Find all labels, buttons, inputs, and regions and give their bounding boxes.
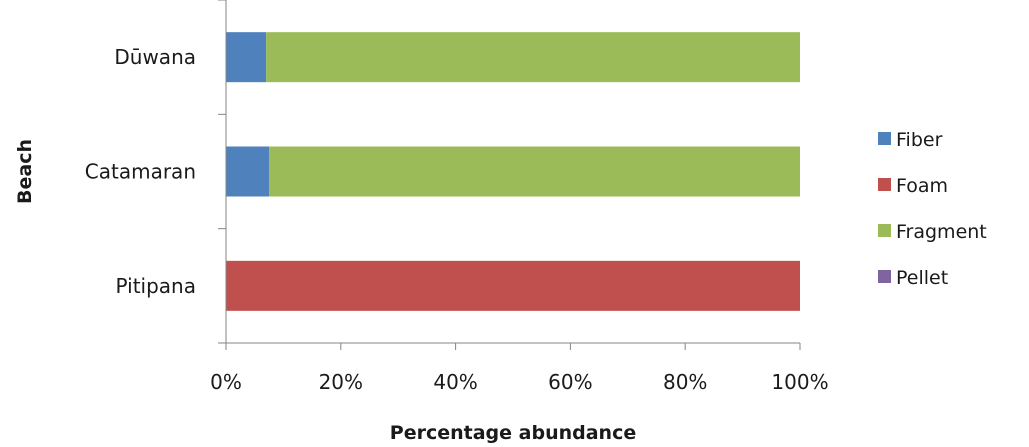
y-axis-title: Beach	[14, 139, 36, 204]
legend-swatch-fiber	[878, 132, 891, 145]
bar-segment-fiber-1	[226, 146, 270, 197]
bar-segment-fragment-0	[266, 32, 800, 83]
category-label: Pitipana	[116, 274, 196, 298]
x-tick-label: 60%	[548, 370, 592, 394]
legend-swatch-fragment	[878, 224, 891, 237]
x-tick-label: 100%	[771, 370, 828, 394]
legend-label-fiber: Fiber	[896, 129, 943, 151]
bar-segment-fragment-1	[269, 146, 800, 197]
x-tick-label: 80%	[663, 370, 707, 394]
category-label: Dūwana	[114, 45, 196, 69]
x-tick-label: 40%	[433, 370, 477, 394]
y-axis-ticks	[218, 0, 226, 344]
legend-swatch-pellet	[878, 270, 891, 283]
bar-segment-foam-2	[226, 260, 800, 311]
category-labels: Dūwana Catamaran Pitipana	[85, 45, 196, 298]
x-tick-labels: 0% 20% 40% 60% 80% 100%	[210, 370, 828, 394]
bars-layer	[226, 32, 800, 311]
legend-label-pellet: Pellet	[896, 267, 948, 289]
legend-label-fragment: Fragment	[896, 221, 987, 243]
legend-label-foam: Foam	[896, 175, 948, 197]
bar-segment-fiber-0	[226, 32, 267, 83]
x-axis-title: Percentage abundance	[390, 422, 636, 443]
x-tick-label: 20%	[319, 370, 363, 394]
category-label: Catamaran	[85, 160, 196, 184]
x-tick-label: 0%	[210, 370, 242, 394]
legend-swatch-foam	[878, 178, 891, 191]
x-axis-ticks	[225, 343, 801, 350]
legend: Fiber Foam Fragment Pellet	[878, 129, 987, 289]
